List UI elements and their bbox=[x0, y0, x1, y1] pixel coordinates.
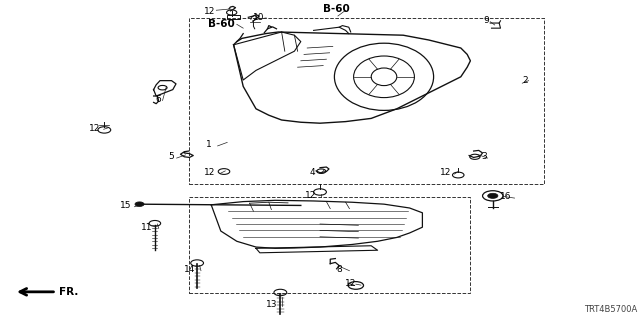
Text: 10: 10 bbox=[253, 13, 265, 22]
Text: 12: 12 bbox=[204, 7, 216, 16]
Text: 14: 14 bbox=[184, 265, 195, 274]
Text: B-60: B-60 bbox=[323, 4, 350, 14]
Text: 12: 12 bbox=[204, 168, 216, 177]
Text: 12: 12 bbox=[89, 124, 100, 132]
Text: 8: 8 bbox=[337, 265, 342, 274]
Circle shape bbox=[488, 193, 498, 198]
Text: 12: 12 bbox=[440, 168, 451, 177]
Bar bbox=[227, 15, 240, 19]
Text: 1: 1 bbox=[206, 140, 211, 149]
Bar bbox=[189, 197, 470, 293]
Circle shape bbox=[135, 202, 144, 206]
Bar bbox=[189, 18, 544, 184]
Text: 5: 5 bbox=[169, 152, 174, 161]
Text: FR.: FR. bbox=[59, 287, 78, 297]
Text: 2: 2 bbox=[522, 76, 527, 84]
Text: 11: 11 bbox=[141, 223, 153, 232]
Text: 13: 13 bbox=[266, 300, 277, 309]
Text: TRT4B5700A: TRT4B5700A bbox=[584, 305, 637, 314]
Text: 3: 3 bbox=[481, 152, 486, 161]
Text: 16: 16 bbox=[500, 192, 511, 201]
Text: 12: 12 bbox=[345, 279, 356, 288]
Text: 12: 12 bbox=[305, 191, 317, 200]
Text: 4: 4 bbox=[310, 168, 315, 177]
Text: 15: 15 bbox=[120, 201, 131, 210]
Text: 6: 6 bbox=[156, 95, 161, 104]
Text: 9: 9 bbox=[484, 16, 489, 25]
Text: B-60: B-60 bbox=[208, 19, 235, 29]
